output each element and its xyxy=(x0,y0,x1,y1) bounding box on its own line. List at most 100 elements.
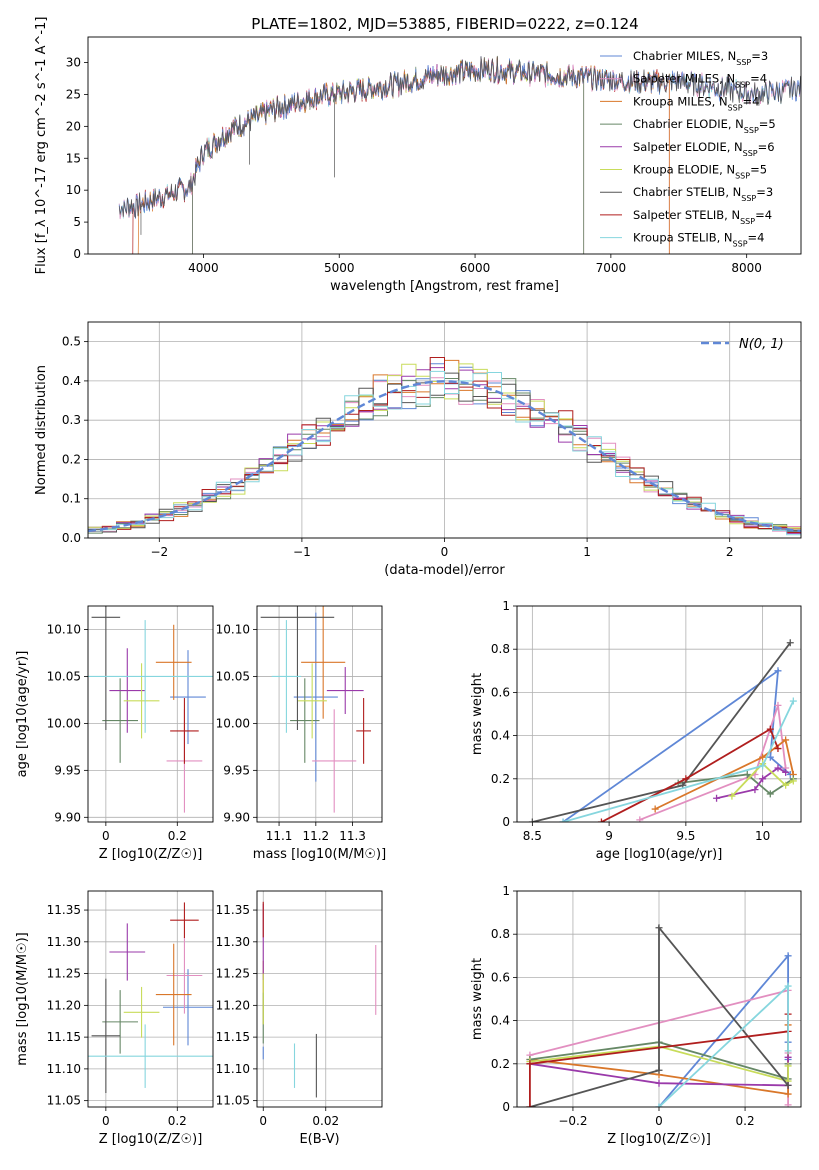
errorbar-chabrier-stelib xyxy=(260,606,335,730)
series-marker xyxy=(782,781,790,789)
series-marker xyxy=(784,982,792,990)
series-marker xyxy=(655,1066,663,1074)
series-marker xyxy=(774,701,782,709)
errorbar-chabrier-stelib xyxy=(91,978,121,1094)
legend-label: Chabrier STELIB, NSSP=3 xyxy=(633,185,773,203)
series-salpeter-elodie xyxy=(713,764,790,802)
y-tick-label: 0.5 xyxy=(62,335,81,349)
panel-residuals: −2 −1 0 1 2 0.0 0.1 0.2 0.3 0.4 0.5 (data-model)/er… xyxy=(34,321,802,578)
errorbar-chabrier-miles xyxy=(170,650,206,745)
y-tick-label: 11.25 xyxy=(47,967,81,981)
x-tick-label: 4000 xyxy=(188,261,219,275)
x-tick-label: 0.02 xyxy=(312,1114,339,1128)
y-tick-label: 10.05 xyxy=(216,669,250,683)
legend-label: N(0, 1) xyxy=(739,337,784,352)
series-kroupa-stelib xyxy=(655,982,792,1107)
series-marker xyxy=(766,725,774,733)
y-tick-label: 1 xyxy=(502,599,510,613)
series-marker xyxy=(636,816,644,822)
series-salpeter-miles xyxy=(636,701,790,822)
spectrum-line-chabrier-elodie xyxy=(192,55,585,254)
axes-frame xyxy=(87,605,214,823)
y-tick-label: 11.20 xyxy=(47,998,81,1012)
series-marker xyxy=(782,736,790,744)
series-marker xyxy=(766,753,774,761)
y-tick-label: 11.20 xyxy=(216,998,250,1012)
legend-label: Kroupa ELODIE, NSSP=5 xyxy=(633,163,767,181)
series-salpeter-stelib xyxy=(597,725,782,822)
series-line xyxy=(716,766,787,800)
series-marker xyxy=(782,768,790,776)
x-tick-label: 11.1 xyxy=(266,829,293,843)
axes-frame xyxy=(256,890,383,1108)
series-marker xyxy=(655,924,663,932)
x-tick-label: 5000 xyxy=(324,261,355,275)
series-chabrier-stelib xyxy=(528,639,794,822)
y-tick-label: 9.95 xyxy=(223,763,250,777)
series-marker xyxy=(774,667,782,675)
x-axis-label: mass [log10(M/M☉)] xyxy=(253,847,386,862)
series-marker xyxy=(774,745,782,753)
y-tick-label: 0.2 xyxy=(491,772,510,786)
errorbar-chabrier-stelib xyxy=(91,606,121,730)
chart-panels: 4000 5000 6000 7000 8000051015202530waveleng… xyxy=(15,17,802,1147)
series-marker xyxy=(784,952,792,960)
spectrum-line-salpeter-elodie xyxy=(192,56,585,254)
y-tick-label: 10 xyxy=(66,183,81,197)
legend-label: Kroupa STELIB, NSSP=4 xyxy=(633,231,764,249)
series-marker xyxy=(784,1081,792,1089)
series-kroupa-stelib xyxy=(559,697,797,822)
y-tick-label: 0.8 xyxy=(491,642,510,656)
errorbar-kroupa-elodie xyxy=(123,986,160,1038)
y-tick-label: 0.3 xyxy=(62,413,81,427)
series-line xyxy=(529,1045,789,1083)
x-axis-label: age [log10(age/yr)] xyxy=(596,847,723,862)
histogram-kroupa-stelib xyxy=(88,370,801,536)
x-tick-label: 8000 xyxy=(731,261,762,275)
series-line xyxy=(562,668,791,822)
y-tick-label: 11.25 xyxy=(216,967,250,981)
series-marker xyxy=(526,1060,534,1068)
y-tick-label: 11.35 xyxy=(216,903,250,917)
x-tick-label: 9.5 xyxy=(676,829,695,843)
axes-frame xyxy=(256,605,383,823)
errorbar-chabrier-elodie xyxy=(102,990,138,1054)
errorbar-chabrier-miles xyxy=(163,969,213,1046)
y-tick-label: 9.90 xyxy=(223,810,250,824)
series-marker xyxy=(789,697,797,705)
y-tick-label: 0.4 xyxy=(62,374,81,388)
series-marker xyxy=(597,818,605,822)
x-tick-label: 0.2 xyxy=(168,829,187,843)
series-line xyxy=(639,705,787,821)
legend-label: Salpeter STELIB, NSSP=4 xyxy=(633,208,772,226)
series-chabrier-miles xyxy=(655,952,792,1107)
x-tick-label: 2 xyxy=(726,545,734,559)
panel-spectrum: 4000 5000 6000 7000 8000 0 5 10 15 20 25 30 waveleng… xyxy=(34,17,802,294)
y-tick-label: 0.4 xyxy=(491,729,510,743)
y-axis-label: Flux [f_λ 10^-17 erg cm^-2 s^-1 A^-1] xyxy=(34,17,49,275)
errorbar-kroupa-stelib xyxy=(88,1024,213,1088)
y-tick-label: 0.4 xyxy=(491,1014,510,1028)
series-marker xyxy=(713,794,721,802)
y-tick-label: 0.2 xyxy=(491,1057,510,1071)
y-tick-label: 0.2 xyxy=(62,452,81,466)
series-marker xyxy=(759,753,767,761)
y-tick-label: 11.05 xyxy=(47,1094,81,1108)
series-marker xyxy=(786,639,794,647)
series-marker xyxy=(528,818,536,822)
axes-frame xyxy=(87,321,802,539)
x-tick-label: 11.2 xyxy=(302,829,329,843)
x-axis-label: Z [log10(Z/Z☉)] xyxy=(99,847,203,862)
series-marker xyxy=(651,805,659,813)
x-tick-label: 0 xyxy=(102,829,110,843)
panel-mass_ebv: 0 0.02 11.05 11.10 11.15 11.20 11.25 11.30 11.35… xyxy=(216,890,383,1147)
y-tick-label: 11.30 xyxy=(47,935,81,949)
series-marker xyxy=(789,777,797,785)
x-tick-label: −0.2 xyxy=(558,1114,587,1128)
x-axis-label: wavelength [Angstrom, rest frame] xyxy=(330,279,559,294)
y-tick-label: 0.6 xyxy=(491,970,510,984)
spectrum-line-chabrier-stelib xyxy=(118,56,801,218)
y-axis-label: age [log10(age/yr)] xyxy=(15,651,30,778)
x-tick-label: 0.2 xyxy=(168,1114,187,1128)
